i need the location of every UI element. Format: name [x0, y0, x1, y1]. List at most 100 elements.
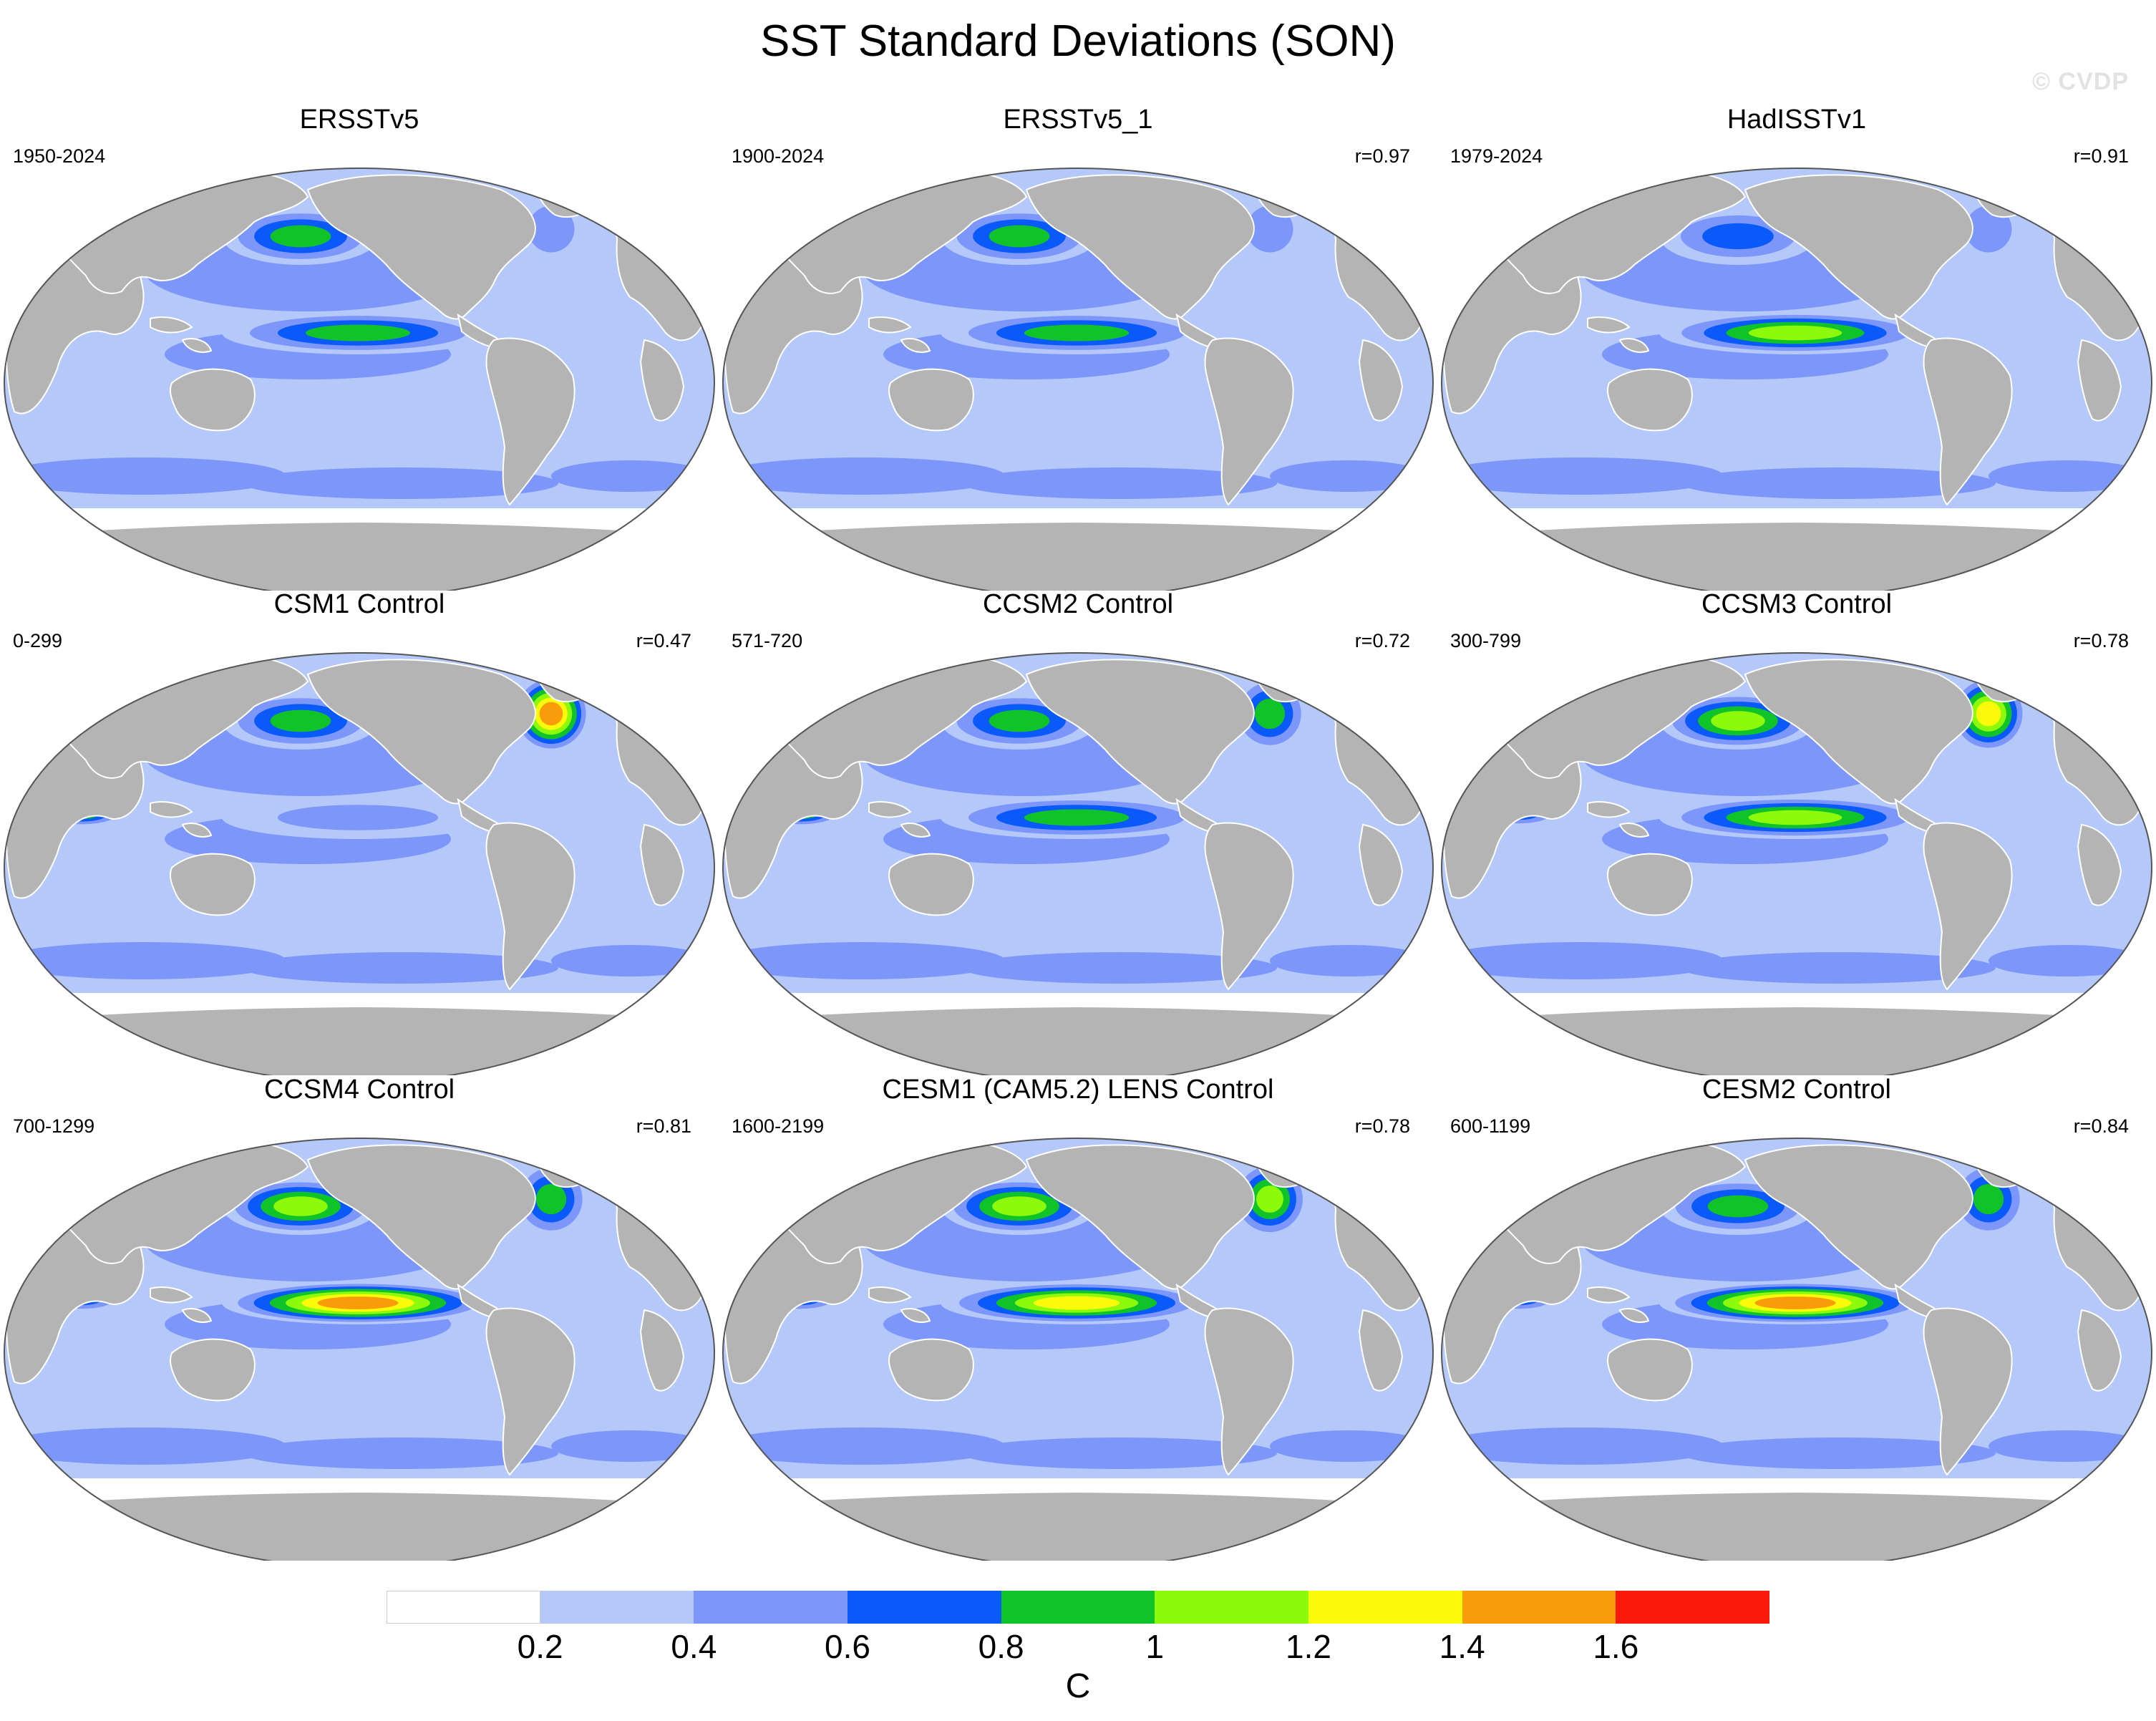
land-mass	[2077, 339, 2122, 422]
land-mass	[888, 853, 974, 916]
land-mass	[639, 1309, 685, 1392]
southern-ocean-band	[1442, 457, 1724, 495]
southern-ocean-band	[962, 467, 1277, 499]
enso-tongue	[1033, 1296, 1120, 1310]
panel-years: 300-799	[1450, 630, 1522, 651]
map-svg	[4, 652, 715, 1075]
land-mass	[1358, 1309, 1404, 1392]
land-mass	[900, 338, 931, 353]
southern-ocean-band	[4, 1427, 286, 1465]
colorbar-tick-label: 0.6	[825, 1628, 870, 1665]
panel-years: 571-720	[732, 630, 803, 651]
southern-ocean-band	[723, 942, 1005, 979]
panel-years: 1950-2024	[13, 145, 106, 167]
panel-correlation: r=0.47	[636, 630, 691, 651]
map-field	[723, 653, 1433, 1075]
enso-tongue	[305, 324, 411, 341]
land-mass	[169, 1338, 256, 1402]
southern-ocean-band	[4, 942, 286, 979]
land-mass	[181, 1308, 213, 1323]
colorbar-box	[694, 1591, 848, 1624]
enso-tongue	[317, 1296, 399, 1309]
land-mass	[1204, 822, 1294, 991]
globe-outline	[1441, 168, 2152, 591]
enso-tongue	[1754, 1296, 1836, 1309]
southern-ocean-band	[4, 457, 286, 495]
colorbar-box	[1462, 1591, 1616, 1624]
panel-title: CCSM2 Control	[982, 589, 1174, 619]
panel-title: CCSM4 Control	[263, 1075, 455, 1105]
map-panel: CCSM3 Control 300-799 r=0.78	[1437, 588, 2156, 1075]
land-mass	[639, 339, 685, 422]
map-field	[1442, 653, 2152, 1075]
colorbar-box	[1616, 1591, 1769, 1624]
land-mass	[761, 1005, 1395, 1075]
land-mass	[900, 1308, 931, 1323]
land-mass	[868, 1286, 912, 1304]
colorbar-tick-label: 1.2	[1286, 1628, 1331, 1665]
land-mass	[306, 1144, 536, 1290]
land-mass	[1744, 174, 1973, 320]
figure-title: SST Standard Deviations (SON)	[760, 16, 1396, 66]
southern-ocean-band	[1681, 952, 1996, 984]
land-mass	[1358, 339, 1404, 422]
colorbar	[387, 1591, 1769, 1625]
north-pacific-anomaly	[270, 709, 331, 732]
north-pacific-anomaly	[1707, 1195, 1769, 1218]
land-mass	[485, 337, 576, 506]
map-field	[4, 168, 714, 591]
panel-correlation: r=0.81	[636, 1115, 691, 1137]
southern-ocean-band	[243, 1438, 558, 1469]
land-mass	[1204, 1307, 1294, 1476]
map-panel: CCSM4 Control 700-1299 r=0.81	[0, 1074, 719, 1561]
colorbar-tick-label: 1.6	[1593, 1628, 1639, 1665]
globe-outline	[1441, 1138, 2152, 1561]
land-mass	[1587, 801, 1631, 818]
land-mass	[761, 520, 1395, 591]
colorbar-unit: C	[1065, 1667, 1091, 1705]
land-mass	[42, 1005, 676, 1075]
enso-tongue	[1024, 809, 1130, 826]
colorbar-box	[540, 1591, 694, 1624]
land-mass	[868, 316, 912, 334]
southern-ocean-band	[962, 952, 1277, 984]
globe-outline	[4, 1138, 715, 1561]
enso-tongue	[1748, 810, 1842, 825]
southern-ocean-band	[1681, 1438, 1996, 1469]
land-mass	[150, 801, 193, 818]
land-mass	[1606, 368, 1693, 432]
colorbar-box	[1001, 1591, 1155, 1624]
land-mass	[1618, 1308, 1650, 1323]
globe-outline	[4, 652, 715, 1075]
colorbar-box	[1155, 1591, 1308, 1624]
globe-outline	[722, 1138, 1434, 1561]
southern-ocean-band	[243, 952, 558, 984]
panel-years: 1900-2024	[732, 145, 825, 167]
land-mass	[150, 316, 193, 334]
land-mass	[1025, 174, 1255, 320]
land-mass	[1606, 853, 1693, 916]
enso-tongue	[1748, 325, 1842, 341]
map-field	[723, 1138, 1433, 1561]
panel-title: ERSSTv5_1	[1003, 105, 1153, 135]
panel-correlation: r=0.78	[2073, 630, 2129, 651]
southern-ocean-band	[1989, 460, 2146, 492]
land-mass	[888, 368, 974, 432]
land-mass	[639, 823, 685, 906]
land-mass	[1358, 823, 1404, 906]
southern-ocean-band	[243, 467, 558, 499]
land-mass	[485, 822, 576, 991]
north-pacific-anomaly	[1711, 711, 1765, 731]
panel-title: CESM1 (CAM5.2) LENS Control	[882, 1075, 1274, 1105]
panel-title: CCSM3 Control	[1701, 589, 1893, 619]
land-mass	[306, 174, 536, 320]
map-panel: CCSM2 Control 571-720 r=0.72	[719, 588, 1437, 1075]
globe-outline	[722, 652, 1434, 1075]
land-mass	[1923, 822, 2013, 991]
north-pacific-anomaly	[989, 225, 1050, 248]
map-svg	[1441, 1138, 2152, 1561]
panel-correlation: r=0.91	[2073, 145, 2129, 167]
panel-title: ERSSTv5	[299, 105, 419, 135]
colorbar-tick-label: 0.4	[671, 1628, 717, 1665]
